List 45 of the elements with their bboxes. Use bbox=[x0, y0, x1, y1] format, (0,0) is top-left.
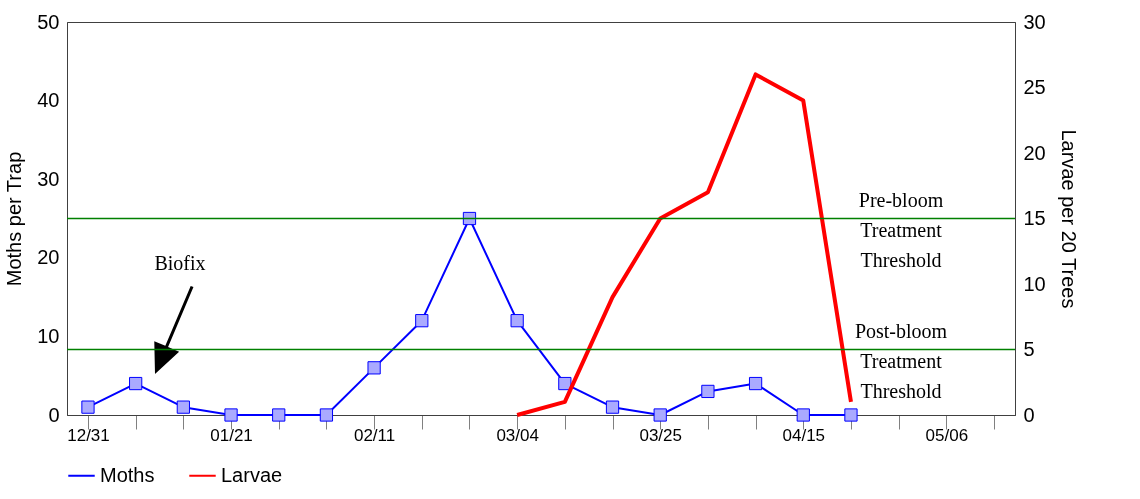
line-series bbox=[515, 72, 853, 417]
legend-label: Larvae bbox=[221, 463, 283, 486]
y-tick-label: 20 bbox=[37, 246, 60, 269]
y-tick-label: 10 bbox=[37, 324, 60, 347]
point bbox=[558, 376, 572, 391]
y-tick-label: 50 bbox=[37, 10, 60, 33]
point bbox=[701, 384, 715, 399]
point bbox=[224, 408, 238, 422]
legend-label: Moths bbox=[100, 463, 155, 486]
ref-line-label: Pre-bloom Treatment Threshold bbox=[858, 188, 944, 271]
x-tick-label: 03/04 bbox=[496, 425, 539, 445]
x-tick-label: 02/11 bbox=[353, 425, 396, 445]
y-axis-title: Moths per Trap bbox=[3, 151, 26, 287]
point bbox=[796, 408, 810, 422]
x-tick-label: 05/06 bbox=[925, 425, 969, 445]
x-tick-label: 01/21 bbox=[210, 425, 253, 445]
y2-tick-label: 25 bbox=[1023, 76, 1046, 98]
point bbox=[653, 408, 667, 422]
y2-axis-title: Larvae per 20 Trees bbox=[1057, 129, 1080, 309]
point bbox=[319, 408, 334, 422]
y-tick-label: 0 bbox=[48, 403, 60, 426]
x-tick-label: 03/25 bbox=[639, 425, 682, 445]
x-tick-label: 04/15 bbox=[782, 425, 826, 445]
point bbox=[415, 314, 429, 328]
point bbox=[367, 361, 381, 375]
y2-tick-label: 15 bbox=[1023, 207, 1046, 229]
point bbox=[176, 400, 190, 414]
point bbox=[272, 408, 286, 422]
point bbox=[748, 376, 763, 391]
ref-line-label: Post-bloom Treatment Threshold bbox=[854, 319, 948, 402]
point bbox=[605, 400, 620, 414]
y-tick-label: 30 bbox=[37, 167, 60, 190]
y2-tick-label: 20 bbox=[1023, 141, 1046, 164]
point bbox=[129, 376, 143, 391]
y2-tick-label: 10 bbox=[1023, 272, 1046, 295]
y2-tick-label: 0 bbox=[1023, 403, 1035, 426]
y-tick-label: 40 bbox=[37, 89, 60, 112]
point bbox=[510, 314, 524, 328]
point bbox=[844, 408, 858, 422]
point bbox=[81, 400, 95, 414]
y2-tick-label: 5 bbox=[1023, 338, 1035, 360]
annotation: Biofix bbox=[154, 252, 206, 274]
x-tick-label: 12/31 bbox=[67, 425, 110, 445]
y2-tick-label: 30 bbox=[1023, 10, 1046, 33]
point bbox=[462, 211, 477, 226]
